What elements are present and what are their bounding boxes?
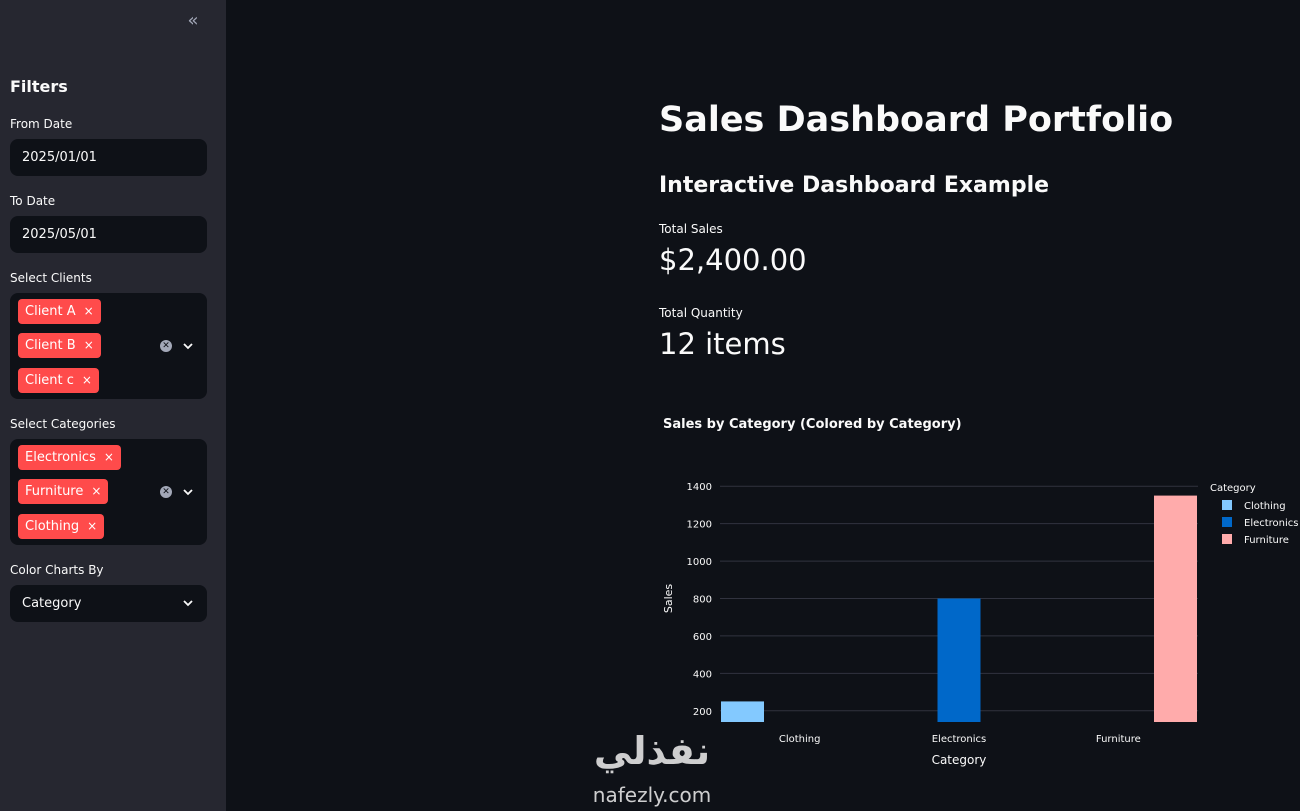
remove-chip-icon[interactable]: × xyxy=(87,519,98,533)
legend-entry: Furniture xyxy=(1244,535,1289,546)
legend-entry: Clothing xyxy=(1244,501,1286,512)
clients-label: Select Clients xyxy=(10,271,92,285)
categories-label: Select Categories xyxy=(10,417,116,431)
bar xyxy=(1154,495,1197,722)
sales-bar-chart: 200 400 600 800 1000 1200 1400 Clothing Electron… xyxy=(662,482,1299,767)
legend-swatch xyxy=(1222,534,1232,544)
client-chip[interactable]: Client B × xyxy=(18,333,101,358)
from-date-input[interactable]: 2025/01/01 xyxy=(10,139,207,176)
page-title: Sales Dashboard Portfolio xyxy=(659,100,1174,140)
to-date-input[interactable]: 2025/05/01 xyxy=(10,216,207,253)
color-by-value: Category xyxy=(22,596,82,611)
y-tick-label: 1400 xyxy=(687,482,712,493)
bar xyxy=(937,598,981,722)
remove-chip-icon[interactable]: × xyxy=(103,450,114,464)
remove-chip-icon[interactable]: × xyxy=(83,338,94,352)
chevron-down-icon[interactable] xyxy=(182,340,194,352)
svg-text:نفذلي: نفذلي xyxy=(594,729,710,773)
chip-label: Client A xyxy=(25,304,76,319)
clients-multiselect[interactable]: Client A × Client B × Client c × ✕ xyxy=(10,293,207,399)
metric-label: Total Sales xyxy=(659,222,723,236)
chart-title: Sales by Category (Colored by Category) xyxy=(663,417,962,432)
client-chip[interactable]: Client c × xyxy=(18,368,99,393)
y-tick-label: 1200 xyxy=(687,520,712,531)
chip-label: Client B xyxy=(25,338,76,353)
collapse-sidebar-icon[interactable]: « xyxy=(187,10,199,31)
metric-label: Total Quantity xyxy=(659,306,743,320)
y-tick-label: 200 xyxy=(693,707,712,718)
remove-chip-icon[interactable]: × xyxy=(83,304,94,318)
from-date-label: From Date xyxy=(10,117,73,131)
chip-label: Electronics xyxy=(25,450,96,465)
y-tick-label: 800 xyxy=(693,595,712,606)
legend-entry: Electronics xyxy=(1244,518,1299,529)
metric-value: $2,400.00 xyxy=(659,243,807,277)
chip-label: Client c xyxy=(25,373,74,388)
chevron-down-icon[interactable] xyxy=(182,597,194,609)
svg-text:nafezly.com: nafezly.com xyxy=(593,783,711,807)
chip-label: Clothing xyxy=(25,519,80,534)
y-tick-label: 600 xyxy=(693,632,712,643)
x-axis-label: Category xyxy=(932,753,987,767)
legend-title: Category xyxy=(1210,483,1256,494)
legend-swatch xyxy=(1222,500,1232,510)
sidebar: « Filters From Date 2025/01/01 To Date 2… xyxy=(0,0,226,811)
category-chip[interactable]: Furniture × xyxy=(18,479,109,504)
chip-label: Furniture xyxy=(25,484,84,499)
bar xyxy=(721,701,764,722)
to-date-label: To Date xyxy=(10,194,56,208)
category-chip[interactable]: Electronics × xyxy=(18,445,121,470)
remove-chip-icon[interactable]: × xyxy=(81,373,92,387)
page-subtitle: Interactive Dashboard Example xyxy=(659,173,1050,198)
clear-all-icon[interactable]: ✕ xyxy=(160,486,172,498)
category-chip[interactable]: Clothing × xyxy=(18,514,105,539)
client-chip[interactable]: Client A × xyxy=(18,299,101,324)
sidebar-title: Filters xyxy=(10,77,68,96)
legend-swatch xyxy=(1222,517,1232,527)
x-tick-label: Electronics xyxy=(932,734,987,745)
y-axis-label: Sales xyxy=(662,584,675,614)
chevron-down-icon[interactable] xyxy=(182,486,194,498)
y-tick-label: 1000 xyxy=(687,557,712,568)
clear-all-icon[interactable]: ✕ xyxy=(160,340,172,352)
x-tick-label: Furniture xyxy=(1096,734,1141,745)
categories-multiselect[interactable]: Electronics × Furniture × Clothing × ✕ xyxy=(10,439,207,545)
x-tick-label: Clothing xyxy=(779,734,821,745)
watermark-logo: نفذلي nafezly.com xyxy=(593,729,711,807)
color-by-label: Color Charts By xyxy=(10,563,104,577)
color-by-select[interactable]: Category xyxy=(10,585,207,622)
metric-value: 12 items xyxy=(659,327,786,361)
y-tick-label: 400 xyxy=(693,669,712,680)
remove-chip-icon[interactable]: × xyxy=(91,484,102,498)
